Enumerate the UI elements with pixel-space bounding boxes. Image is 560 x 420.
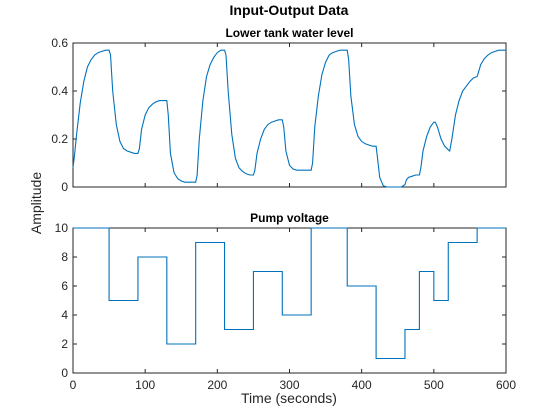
panel-pump-voltage-xtick-label-2: 200 <box>207 378 227 392</box>
panel-pump-voltage-ytick-label-4: 8 <box>61 250 68 264</box>
panel-pump-voltage-xtick-label-0: 0 <box>70 378 77 392</box>
panel-pump-voltage-xtick-label-1: 100 <box>135 378 155 392</box>
panel-pump-voltage-ytick-label-3: 6 <box>61 279 68 293</box>
panel-pump-voltage-ticks: 0 100 200 300 400 500 600 0 2 4 6 8 10 <box>55 221 517 392</box>
panel-pump-voltage: Pump voltage 0 100 200 300 400 500 600 0 2 4 6 8 10 <box>55 211 517 392</box>
panel-water-level: Lower tank water level 0 0.2 0.4 0.6 <box>51 26 507 194</box>
y-axis-label: Amplitude <box>28 172 44 234</box>
panel-pump-voltage-ytick-label-5: 10 <box>55 221 69 235</box>
panel-water-level-ytick-label-3: 0.6 <box>51 36 68 50</box>
panel-water-level-ytick-label-2: 0.4 <box>51 84 68 98</box>
panel-water-level-title: Lower tank water level <box>225 26 353 40</box>
panel-water-level-ytick-label-0: 0 <box>61 180 68 194</box>
panel-pump-voltage-xtick-label-4: 400 <box>352 378 372 392</box>
panel-pump-voltage-title: Pump voltage <box>250 211 329 225</box>
panel-pump-voltage-ytick-label-2: 4 <box>61 308 68 322</box>
x-axis-label: Time (seconds) <box>241 390 337 406</box>
panel-water-level-ytick-label-1: 0.2 <box>51 132 68 146</box>
panel-pump-voltage-ytick-label-0: 0 <box>61 366 68 380</box>
series-line-pump-voltage <box>73 227 506 360</box>
figure-title: Input-Output Data <box>230 2 349 18</box>
panel-pump-voltage-xtick-label-5: 500 <box>424 378 444 392</box>
panel-pump-voltage-xtick-label-3: 300 <box>279 378 299 392</box>
panel-water-level-ticks: 0 0.2 0.4 0.6 <box>51 36 507 194</box>
panel-pump-voltage-xtick-label-6: 600 <box>496 378 516 392</box>
panel-pump-voltage-ytick-label-1: 2 <box>61 337 68 351</box>
series-line-water-level <box>72 49 506 188</box>
